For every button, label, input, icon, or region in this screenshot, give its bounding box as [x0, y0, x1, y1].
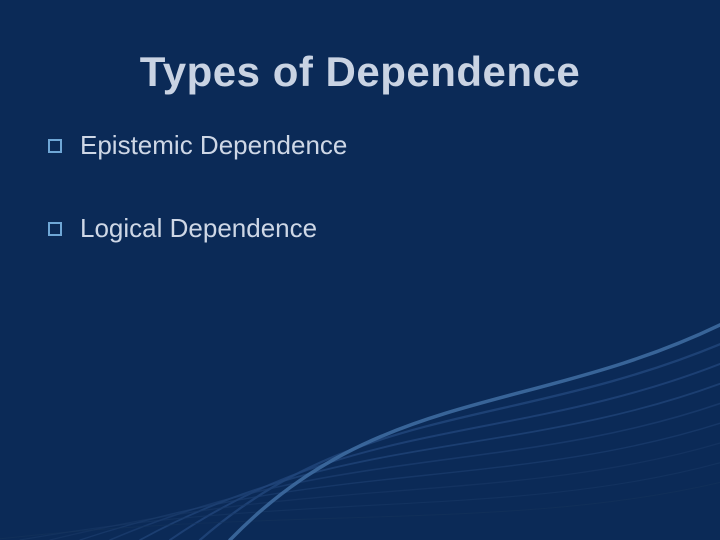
bullet-label: Epistemic Dependence: [80, 130, 347, 161]
slide: Types of Dependence Epistemic Dependence…: [0, 0, 720, 540]
bullet-label: Logical Dependence: [80, 213, 347, 244]
square-bullet-icon: [48, 222, 62, 236]
bullet-list: Epistemic Dependence Logical Dependence: [48, 130, 347, 244]
swoosh-decoration: [0, 280, 720, 540]
square-bullet-icon: [48, 139, 62, 153]
list-item: Logical Dependence: [48, 213, 347, 244]
slide-title: Types of Dependence: [0, 48, 720, 96]
list-item: Epistemic Dependence: [48, 130, 347, 161]
